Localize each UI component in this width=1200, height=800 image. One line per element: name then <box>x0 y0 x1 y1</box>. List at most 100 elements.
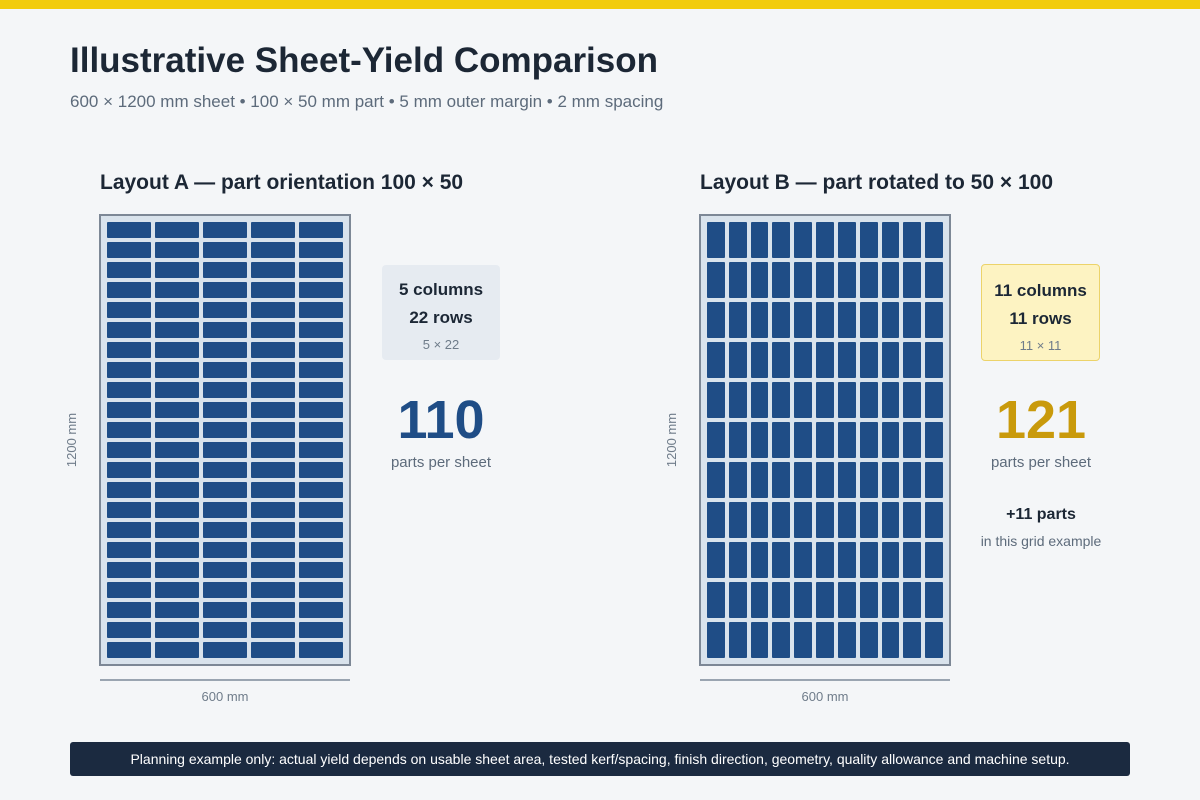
layout-b-part <box>794 382 813 418</box>
layout-a-part <box>299 222 343 238</box>
layout-b-part <box>816 582 834 618</box>
layout-a-part <box>107 382 151 398</box>
layout-b-part <box>794 342 813 378</box>
layout-b-grid-summary: 11 columns 11 rows 11 × 11 <box>981 264 1100 361</box>
layout-b-part <box>837 262 856 298</box>
layout-b-part <box>750 622 769 658</box>
layout-b-part <box>903 382 922 418</box>
layout-b-part <box>772 302 791 338</box>
layout-b-part <box>816 542 834 578</box>
layout-a-part <box>203 622 247 638</box>
layout-b-part <box>925 502 943 538</box>
layout-b-part <box>816 502 834 538</box>
layout-a-part <box>299 642 343 658</box>
layout-a-part <box>203 242 247 258</box>
layout-b-part <box>859 262 878 298</box>
layout-a-total: 110 <box>397 390 485 450</box>
layout-b-part <box>794 222 813 258</box>
layout-b-part <box>881 542 900 578</box>
layout-a-part <box>107 402 151 418</box>
layout-a-part <box>251 342 295 358</box>
layout-a-part <box>155 242 199 258</box>
layout-b-part <box>707 262 725 298</box>
layout-b-part <box>881 382 900 418</box>
layout-b-part <box>881 622 900 658</box>
layout-a-part <box>251 282 295 298</box>
layout-a-part <box>251 242 295 258</box>
layout-a-part <box>299 462 343 478</box>
layout-b-part <box>750 342 769 378</box>
layout-b-part <box>707 342 725 378</box>
layout-a-part <box>203 402 247 418</box>
layout-b-part <box>859 462 878 498</box>
layout-a-part <box>107 322 151 338</box>
layout-b-part <box>794 302 813 338</box>
layout-a-part <box>107 262 151 278</box>
layout-a-height-label: 1200 mm <box>64 412 79 468</box>
layout-a-part <box>203 322 247 338</box>
layout-a-part <box>299 362 343 378</box>
layout-b-part <box>925 582 943 618</box>
layout-b-part <box>859 502 878 538</box>
layout-b-width-label: 600 mm <box>801 689 849 704</box>
layout-a-part <box>107 442 151 458</box>
layout-a-part <box>299 302 343 318</box>
layout-a-part <box>251 602 295 618</box>
page-subtitle: 600 × 1200 mm sheet • 100 × 50 mm part •… <box>70 92 664 111</box>
layout-a-part <box>107 422 151 438</box>
layout-b-part <box>728 582 747 618</box>
layout-b-part <box>750 502 769 538</box>
layout-a-part <box>203 442 247 458</box>
layout-b-part <box>903 222 922 258</box>
layout-a-part <box>299 402 343 418</box>
layout-a-part <box>299 562 343 578</box>
layout-a-part <box>107 462 151 478</box>
layout-a-rows: 22 rows <box>409 308 473 327</box>
layout-a-part <box>299 262 343 278</box>
layout-b-part <box>837 382 856 418</box>
layout-a-part <box>299 502 343 518</box>
layout-a-part <box>155 522 199 538</box>
layout-b-part <box>925 422 943 458</box>
layout-b-part <box>816 222 834 258</box>
layout-a-part <box>203 502 247 518</box>
layout-b-part <box>903 342 922 378</box>
layout-b-sheet <box>699 214 951 666</box>
layout-b-part <box>881 222 900 258</box>
layout-b-part <box>707 502 725 538</box>
layout-a-part <box>251 502 295 518</box>
layout-a-part <box>299 422 343 438</box>
layout-b-part <box>750 222 769 258</box>
layout-b-part <box>859 302 878 338</box>
layout-a-width-dimension-line <box>100 679 350 681</box>
layout-b-part <box>925 302 943 338</box>
layout-a-part <box>299 242 343 258</box>
layout-a-part <box>251 422 295 438</box>
layout-a-part <box>299 482 343 498</box>
layout-b-part <box>772 542 791 578</box>
layout-a-part <box>299 282 343 298</box>
layout-b-part <box>728 542 747 578</box>
layout-b-part <box>837 542 856 578</box>
layout-a-part <box>251 402 295 418</box>
layout-a-part <box>203 282 247 298</box>
layout-b-part <box>859 622 878 658</box>
layout-b-part <box>816 462 834 498</box>
layout-a-part <box>107 302 151 318</box>
layout-a-part <box>251 362 295 378</box>
layout-a-part <box>251 622 295 638</box>
layout-a-part <box>203 222 247 238</box>
layout-a-part <box>155 582 199 598</box>
layout-b-part <box>750 302 769 338</box>
layout-b-part <box>772 342 791 378</box>
layout-b-height-label: 1200 mm <box>664 412 679 468</box>
layout-a-part <box>299 582 343 598</box>
layout-b-part <box>925 342 943 378</box>
layout-b-part <box>837 462 856 498</box>
layout-a-part <box>203 542 247 558</box>
layout-a-columns: 5 columns <box>398 280 484 299</box>
footer-disclaimer: Planning example only: actual yield depe… <box>70 742 1130 776</box>
layout-a-part <box>203 582 247 598</box>
layout-b-width-dimension-line <box>700 679 950 681</box>
layout-a-width-label: 600 mm <box>201 689 249 704</box>
